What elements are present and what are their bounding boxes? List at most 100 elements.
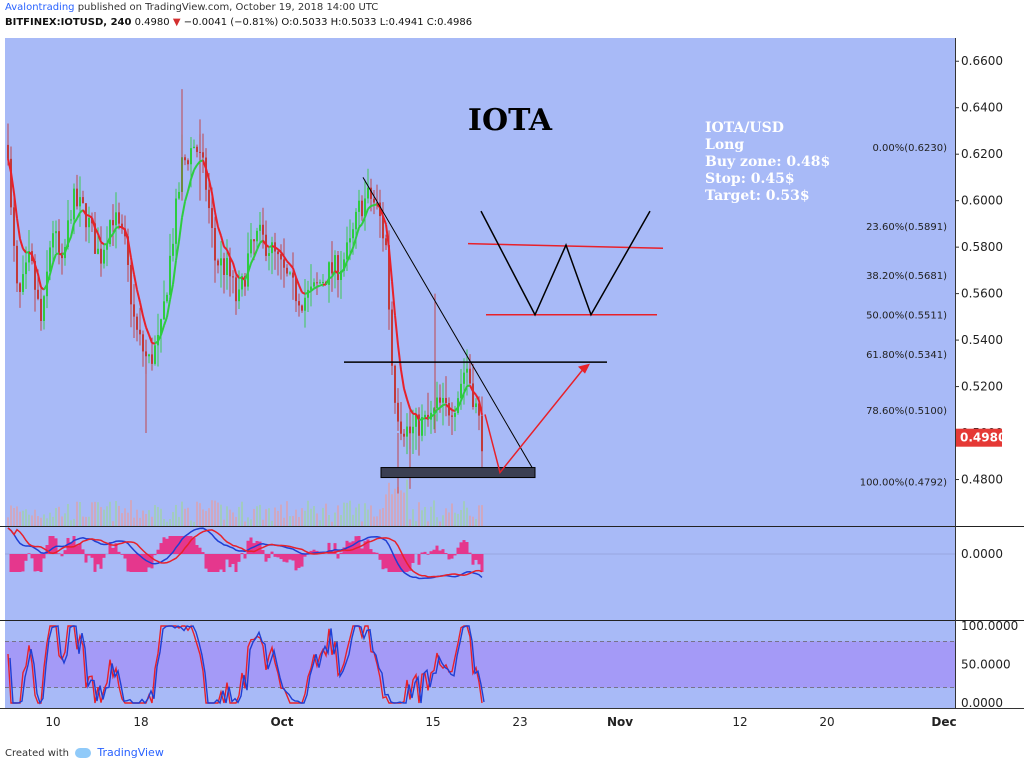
y-tick-label: 0.6200 <box>961 147 1003 161</box>
macd-hist-bar <box>372 552 376 554</box>
candle-body <box>268 253 270 256</box>
candle-body <box>340 270 342 280</box>
volume-bar <box>58 506 60 526</box>
volume-bar <box>76 501 78 526</box>
candle-body <box>127 236 129 265</box>
macd-hist-bar <box>309 550 313 554</box>
volume-bar <box>232 512 234 526</box>
volume-bar <box>442 515 444 526</box>
volume-bar <box>115 501 117 526</box>
candle-body <box>427 414 429 420</box>
volume-bar <box>100 507 102 526</box>
ma-segment <box>49 262 54 275</box>
ma-segment <box>91 217 96 229</box>
ma-segment <box>445 403 450 409</box>
volume-bar <box>274 507 276 526</box>
macd-hist-bar <box>39 554 43 572</box>
ma-segment <box>436 406 441 411</box>
candle-body <box>352 229 354 239</box>
candle-body <box>463 372 465 384</box>
candle-body <box>142 334 144 352</box>
candle-body <box>208 189 210 209</box>
macd-hist-bar <box>48 536 52 554</box>
macd-pane <box>5 527 955 580</box>
ma-segment <box>283 255 288 262</box>
volume-bar <box>355 507 357 526</box>
macd-hist-bar <box>450 554 454 559</box>
ma-segment <box>355 227 360 239</box>
volume-bar <box>448 512 450 526</box>
ma-segment <box>13 192 18 219</box>
candle-body <box>409 426 411 434</box>
change-arrow-icon: ▼ <box>172 17 181 28</box>
volume-bar <box>250 519 252 526</box>
macd-hist-bar <box>468 552 472 554</box>
volume-bar <box>148 510 150 526</box>
macd-hist-bar <box>81 549 85 554</box>
ma-segment <box>421 417 426 421</box>
volume-bar <box>271 520 273 526</box>
volume-bar <box>367 509 369 526</box>
macd-hist-bar <box>411 554 415 563</box>
chart-canvas[interactable]: 0.6600 0.6400 0.6200 0.6000 0.5800 0.5600 0.54… <box>0 0 1024 745</box>
candle-body <box>346 242 348 260</box>
volume-bar <box>217 502 219 526</box>
tradingview-brand[interactable]: TradingView <box>97 746 164 759</box>
candle-body <box>28 251 30 263</box>
ma-segment <box>427 416 432 420</box>
macd-hist-bar <box>366 539 370 554</box>
candle-body <box>34 260 36 290</box>
candle-body <box>343 259 345 271</box>
ma-segment <box>325 277 330 286</box>
candle-body <box>253 239 255 242</box>
candle-body <box>16 245 18 284</box>
ma-segment <box>73 218 78 224</box>
candle-body <box>451 415 453 417</box>
ma-segment <box>340 268 345 274</box>
ma-segment <box>97 233 102 243</box>
ma-segment <box>331 270 336 278</box>
ma-segment <box>64 243 69 253</box>
ma-segment <box>256 242 261 251</box>
volume-bar <box>319 520 321 526</box>
volume-bar <box>25 509 27 526</box>
volume-bar <box>400 490 402 526</box>
candle-body <box>301 305 303 311</box>
volume-bar <box>445 508 447 526</box>
volume-bar <box>106 506 108 526</box>
macd-hist-bar <box>444 553 448 554</box>
publish-text: published on TradingView.com, October 19… <box>74 2 379 13</box>
macd-hist-bar <box>240 553 244 554</box>
author-link[interactable]: Avalontrading <box>5 2 75 13</box>
stoch-tick-label: 50.0000 <box>961 658 1011 672</box>
ma-segment <box>247 262 252 273</box>
candle-body <box>184 157 186 161</box>
candle-body <box>385 238 387 246</box>
ma-segment <box>136 289 141 303</box>
candle-body <box>406 426 408 437</box>
candle-body <box>334 255 336 274</box>
ma-segment <box>415 413 420 421</box>
y-tick-label: 0.5400 <box>961 333 1003 347</box>
ma-segment <box>334 270 339 275</box>
ma-segment <box>244 272 249 281</box>
volume-bar <box>136 509 138 526</box>
ma-segment <box>232 262 237 274</box>
volume-bar <box>358 503 360 526</box>
ma-segment <box>124 229 129 240</box>
macd-hist-bar <box>270 551 274 554</box>
macd-hist-bar <box>399 554 403 572</box>
candle-body <box>76 188 78 207</box>
volume-bar <box>127 512 129 526</box>
ma-segment <box>151 342 156 345</box>
candle-body <box>172 243 174 256</box>
macd-hist-bar <box>72 536 76 554</box>
fib-level-label: 38.20%(0.5681) <box>866 271 947 282</box>
volume-bar <box>349 500 351 526</box>
y-tick-label: 0.5600 <box>961 287 1003 301</box>
annotation-line: Long <box>705 137 744 153</box>
candle-body <box>139 329 141 335</box>
candle-body <box>109 220 111 245</box>
candle-body <box>460 383 462 399</box>
volume-bar <box>364 503 366 526</box>
